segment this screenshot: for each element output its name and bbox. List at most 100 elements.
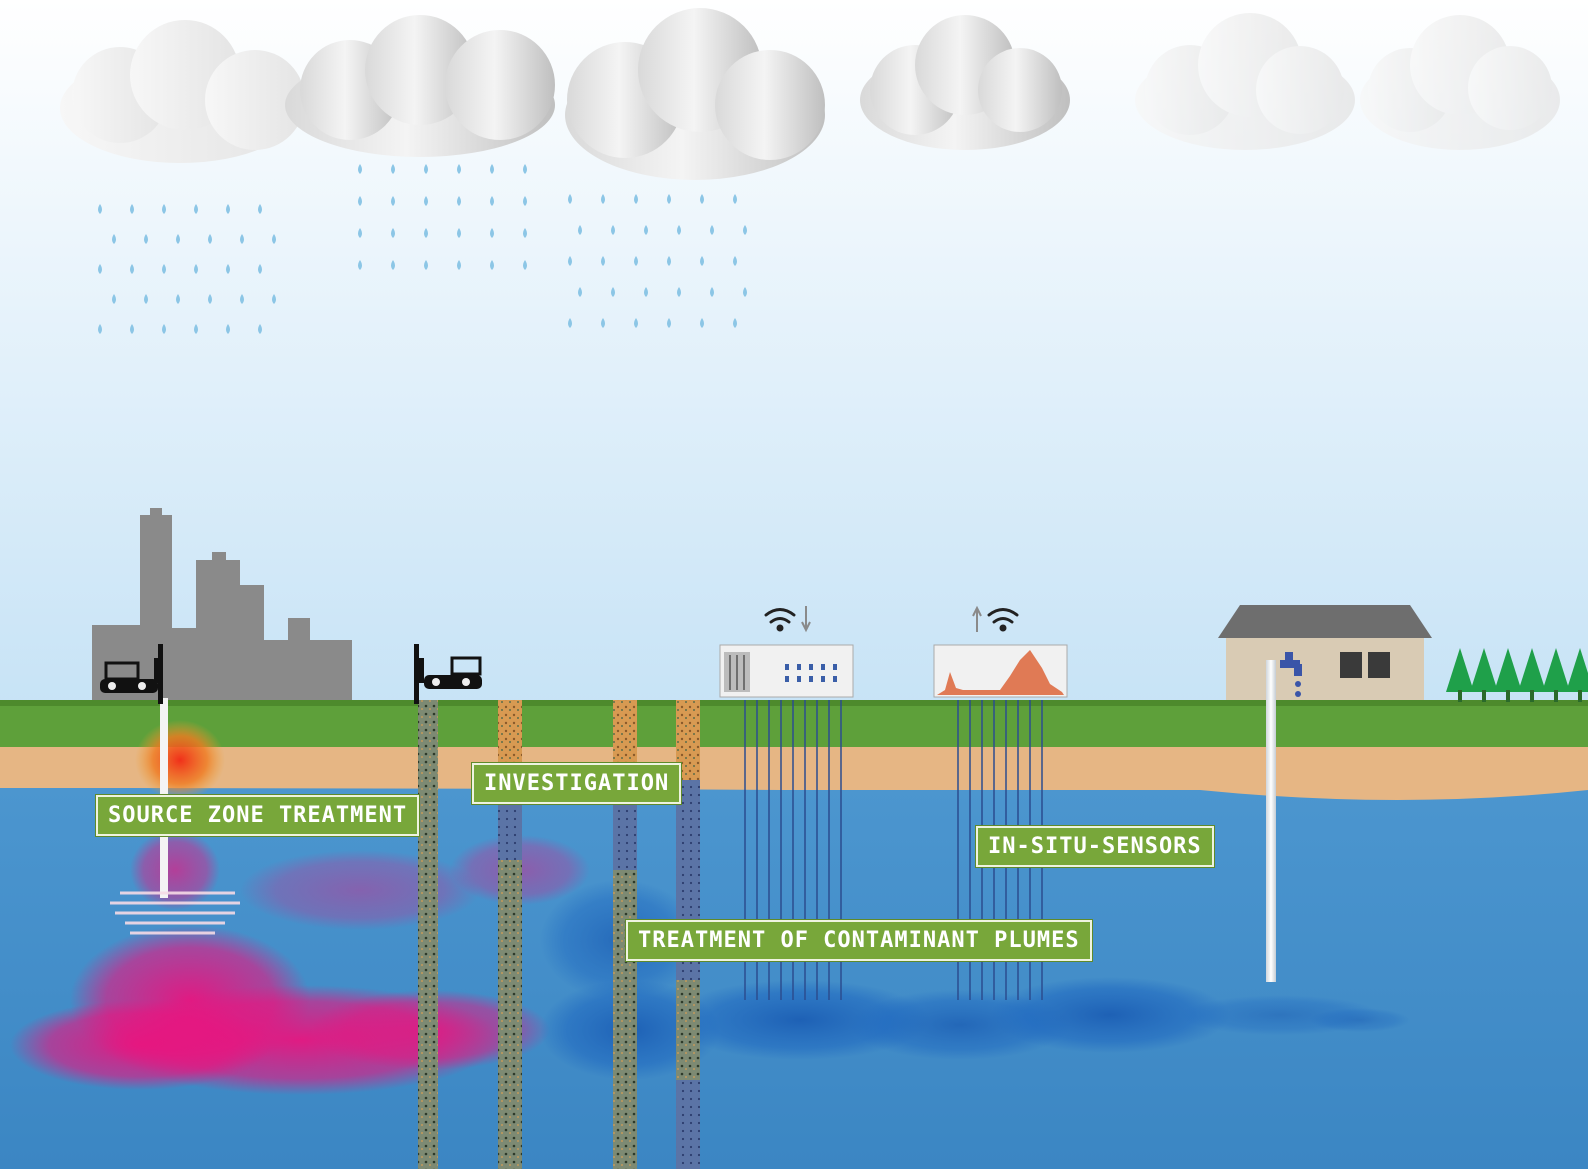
raindrop: [424, 164, 428, 174]
tree-icon: [1518, 648, 1546, 702]
raindrop: [634, 194, 638, 204]
raindrop: [733, 256, 737, 266]
raindrop: [523, 196, 527, 206]
tree-icon: [1542, 648, 1570, 702]
cloud-icon: [1360, 15, 1560, 150]
raindrop: [112, 294, 116, 304]
raindrop: [601, 194, 605, 204]
sampling-core: [418, 700, 438, 1169]
raindrop: [358, 228, 362, 238]
raindrop: [226, 324, 230, 334]
raindrop: [644, 225, 648, 235]
raindrop: [578, 225, 582, 235]
raindrop: [240, 294, 244, 304]
raindrop: [578, 287, 582, 297]
cloud-icon: [565, 8, 825, 180]
raindrop: [601, 256, 605, 266]
raindrop: [568, 194, 572, 204]
raindrop: [162, 324, 166, 334]
drill-rig-icon: [100, 644, 163, 704]
raindrop: [112, 234, 116, 244]
raindrop: [358, 164, 362, 174]
tree-icon: [1566, 648, 1588, 702]
cloud-icon: [860, 15, 1070, 150]
raindrop: [391, 228, 395, 238]
faucet-icon: [1280, 652, 1302, 697]
raindrop: [208, 234, 212, 244]
grass-layer: [0, 703, 1588, 747]
raindrop: [194, 264, 198, 274]
raindrop: [667, 194, 671, 204]
source-zone-treatment-label: SOURCE ZONE TREATMENT: [96, 795, 420, 836]
sensor-panel-icon: [933, 644, 1068, 698]
raindrop: [677, 287, 681, 297]
raindrop: [130, 324, 134, 334]
raindrop: [176, 234, 180, 244]
drill-rig-icon: [414, 644, 482, 704]
arrow-down-icon: [801, 606, 811, 633]
raindrop: [258, 204, 262, 214]
tree-icon: [1470, 648, 1498, 702]
wifi-icon: [764, 608, 796, 632]
raindrop: [226, 264, 230, 274]
raindrop: [258, 264, 262, 274]
raindrop: [162, 204, 166, 214]
raindrop: [391, 260, 395, 270]
raindrop: [523, 260, 527, 270]
raindrop: [240, 234, 244, 244]
tree-icon: [1446, 648, 1474, 702]
wifi-icon: [987, 608, 1019, 632]
raindrop: [424, 260, 428, 270]
raindrop: [457, 164, 461, 174]
raindrop: [194, 324, 198, 334]
raindrop: [667, 318, 671, 328]
raindrop: [130, 204, 134, 214]
raindrop: [743, 287, 747, 297]
raindrop: [490, 260, 494, 270]
raindrop: [424, 228, 428, 238]
plume-contamination: [540, 880, 1410, 1080]
house-icon: [1218, 605, 1432, 700]
raindrop: [611, 287, 615, 297]
raindrop: [176, 294, 180, 304]
raindrop: [634, 256, 638, 266]
cloud-icon: [285, 15, 555, 157]
raindrop: [258, 324, 262, 334]
raindrop: [490, 196, 494, 206]
raindrop: [700, 194, 704, 204]
investigation-label: INVESTIGATION: [472, 763, 682, 804]
source-contamination: [10, 720, 590, 1095]
raindrop: [130, 264, 134, 274]
raindrop: [523, 228, 527, 238]
raindrop: [208, 294, 212, 304]
raindrop: [194, 204, 198, 214]
raindrop: [710, 287, 714, 297]
raindrop: [634, 318, 638, 328]
tree-icon: [1494, 648, 1522, 702]
raindrop: [523, 164, 527, 174]
raindrop: [162, 264, 166, 274]
sand-layer: [0, 742, 1588, 800]
cloud-icon: [60, 20, 305, 163]
raindrop: [743, 225, 747, 235]
raindrop: [490, 164, 494, 174]
raindrop: [358, 196, 362, 206]
raindrop: [98, 264, 102, 274]
raindrop: [700, 256, 704, 266]
cloud-icon: [1135, 13, 1355, 150]
tree-row: [1446, 648, 1588, 702]
raindrop: [226, 204, 230, 214]
raindrop: [391, 164, 395, 174]
raindrop: [457, 228, 461, 238]
raindrop: [358, 260, 362, 270]
raindrop: [272, 234, 276, 244]
treatment-waves: [110, 891, 240, 935]
rain-icon: [98, 164, 747, 334]
raindrop: [733, 318, 737, 328]
sensor-panel-icon: [719, 644, 854, 698]
raindrop: [667, 256, 671, 266]
raindrop: [457, 260, 461, 270]
raindrop: [644, 287, 648, 297]
raindrop: [144, 294, 148, 304]
